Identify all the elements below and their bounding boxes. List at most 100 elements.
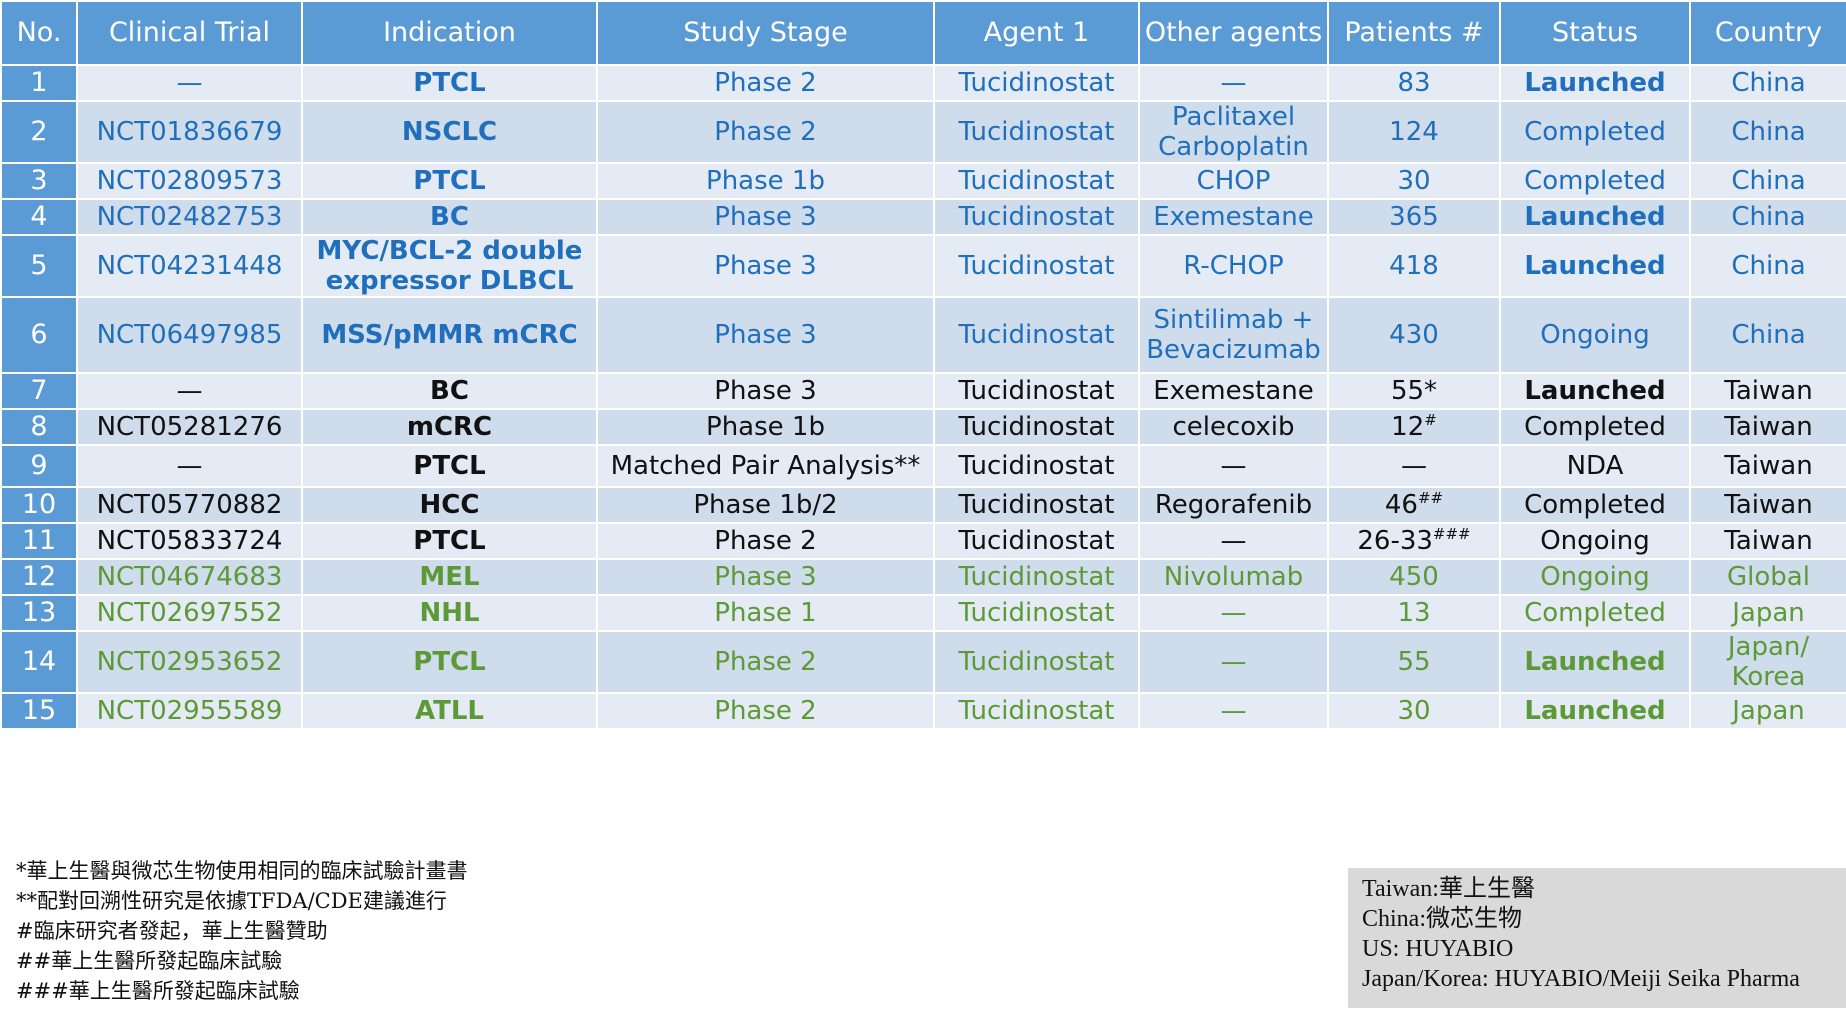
- cell-no: 4: [0, 198, 78, 236]
- cell-status-text: NDA: [1566, 451, 1624, 481]
- cell-clinical-trial-text: NCT04231448: [96, 251, 283, 281]
- cell-indication: PTCL: [301, 522, 598, 560]
- cell-status: Launched: [1499, 692, 1691, 730]
- cell-agent-1-text: Tucidinostat: [958, 598, 1115, 628]
- cell-clinical-trial-text: NCT04674683: [96, 562, 283, 592]
- cell-other-agents: Exemestane: [1138, 198, 1329, 236]
- cell-agent-1: Tucidinostat: [933, 372, 1140, 410]
- cell-status-text: Ongoing: [1540, 562, 1650, 592]
- cell-indication-text: MYC/BCL-2 double expressor DLBCL: [316, 236, 583, 296]
- cell-status-text: Completed: [1524, 490, 1666, 520]
- cell-no-text: 12: [21, 561, 57, 592]
- cell-no: 8: [0, 408, 78, 446]
- cell-agent-1-text: Tucidinostat: [958, 251, 1115, 281]
- cell-study-stage-text: Phase 3: [714, 202, 817, 232]
- table-row: 8 NCT05281276 mCRC Phase 1b Tucidinostat cele…: [0, 408, 1846, 446]
- cell-patients: 30: [1327, 162, 1501, 200]
- cell-country: China: [1689, 198, 1846, 236]
- cell-clinical-trial: —: [76, 372, 303, 410]
- cell-status: Launched: [1499, 372, 1691, 410]
- cell-no-text: 15: [21, 695, 57, 726]
- cell-country: Global: [1689, 558, 1846, 596]
- cell-country-text: China: [1731, 117, 1806, 147]
- cell-patients: 418: [1327, 234, 1501, 298]
- cell-study-stage: Phase 1b: [596, 408, 935, 446]
- cell-patients-text: 26-33: [1357, 526, 1433, 556]
- cell-country-text: China: [1731, 251, 1806, 281]
- cell-patients: 46##: [1327, 486, 1501, 524]
- cell-other-agents-text: —: [1220, 526, 1247, 556]
- cell-study-stage: Phase 1b: [596, 162, 935, 200]
- cell-study-stage: Phase 3: [596, 198, 935, 236]
- cell-other-agents: —: [1138, 692, 1329, 730]
- cell-status: Ongoing: [1499, 296, 1691, 374]
- cell-agent-1: Tucidinostat: [933, 558, 1140, 596]
- cell-clinical-trial: NCT02955589: [76, 692, 303, 730]
- cell-no-text: 10: [21, 489, 57, 520]
- table-row: 10 NCT05770882 HCC Phase 1b/2 Tucidinostat Re…: [0, 486, 1846, 524]
- cell-agent-1: Tucidinostat: [933, 594, 1140, 632]
- cell-indication-text: NSCLC: [401, 117, 498, 147]
- cell-indication-text: MSS/pMMR mCRC: [321, 320, 578, 350]
- cell-clinical-trial: NCT06497985: [76, 296, 303, 374]
- patients-footnote-mark: #: [1424, 411, 1437, 429]
- cell-other-agents-text: —: [1220, 696, 1247, 726]
- cell-indication-text: BC: [430, 202, 469, 232]
- cell-status-text: Launched: [1524, 647, 1666, 677]
- cell-agent-1-text: Tucidinostat: [958, 647, 1115, 677]
- cell-patients: —: [1327, 444, 1501, 488]
- cell-status-text: Launched: [1524, 202, 1666, 232]
- cell-agent-1: Tucidinostat: [933, 296, 1140, 374]
- header-no: No.: [0, 0, 78, 66]
- cell-country: Japan: [1689, 692, 1846, 730]
- cell-status: Ongoing: [1499, 522, 1691, 560]
- header-country: Country: [1689, 0, 1846, 66]
- cell-study-stage: Phase 1: [596, 594, 935, 632]
- cell-patients: 55: [1327, 630, 1501, 694]
- cell-other-agents-text: Regorafenib: [1154, 490, 1313, 520]
- table-row: 13 NCT02697552 NHL Phase 1 Tucidinostat — 13 Co…: [0, 594, 1846, 632]
- cell-clinical-trial-text: NCT05281276: [96, 412, 283, 442]
- cell-agent-1: Tucidinostat: [933, 522, 1140, 560]
- cell-other-agents-text: —: [1220, 598, 1247, 628]
- cell-study-stage-text: Phase 1: [714, 598, 817, 628]
- cell-other-agents-text: CHOP: [1196, 166, 1271, 196]
- cell-patients-text: 30: [1397, 166, 1431, 196]
- cell-no: 2: [0, 100, 78, 164]
- cell-status: Ongoing: [1499, 558, 1691, 596]
- cell-patients: 124: [1327, 100, 1501, 164]
- header-patients: Patients #: [1327, 0, 1501, 66]
- cell-no-text: 14: [21, 646, 57, 677]
- cell-study-stage-text: Phase 1b: [706, 166, 825, 196]
- cell-study-stage: Phase 2: [596, 692, 935, 730]
- cell-clinical-trial: —: [76, 64, 303, 102]
- cell-no-text: 5: [30, 250, 48, 281]
- cell-clinical-trial-text: NCT06497985: [96, 320, 283, 350]
- cell-patients: 450: [1327, 558, 1501, 596]
- cell-country-text: China: [1731, 166, 1806, 196]
- cell-agent-1-text: Tucidinostat: [958, 68, 1115, 98]
- cell-no-text: 13: [21, 597, 57, 628]
- cell-clinical-trial: NCT01836679: [76, 100, 303, 164]
- cell-other-agents: —: [1138, 594, 1329, 632]
- footnote-line: ##華上生醫所發起臨床試驗: [16, 949, 283, 973]
- cell-country: Taiwan: [1689, 522, 1846, 560]
- cell-no-text: 8: [30, 411, 48, 442]
- cell-country: China: [1689, 296, 1846, 374]
- cell-indication: PTCL: [301, 630, 598, 694]
- cell-study-stage: Phase 3: [596, 558, 935, 596]
- cell-country-text: China: [1731, 68, 1806, 98]
- cell-other-agents: Paclitaxel Carboplatin: [1138, 100, 1329, 164]
- cell-clinical-trial: NCT02697552: [76, 594, 303, 632]
- footnote-line: ###華上生醫所發起臨床試驗: [16, 979, 300, 1003]
- cell-study-stage: Matched Pair Analysis**: [596, 444, 935, 488]
- footnote-line: **配對回溯性研究是依據TFDA/CDE建議進行: [16, 889, 447, 913]
- cell-agent-1: Tucidinostat: [933, 692, 1140, 730]
- cell-patients: 26-33###: [1327, 522, 1501, 560]
- cell-clinical-trial-text: NCT02809573: [96, 166, 283, 196]
- cell-country-text: Taiwan: [1724, 451, 1813, 481]
- cell-other-agents-text: celecoxib: [1172, 412, 1295, 442]
- cell-status-text: Launched: [1524, 376, 1666, 406]
- cell-country: China: [1689, 162, 1846, 200]
- cell-patients-text: 83: [1397, 68, 1431, 98]
